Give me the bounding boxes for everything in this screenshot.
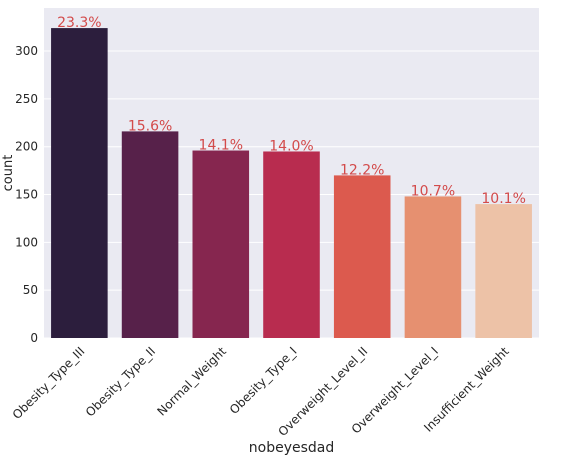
y-tick-label: 200 bbox=[15, 140, 38, 154]
x-axis-ticks: Obesity_Type_IIIObesity_Type_IINormal_We… bbox=[10, 344, 512, 439]
bar bbox=[121, 131, 179, 338]
x-tick-label: Obesity_Type_I bbox=[227, 344, 300, 417]
y-tick-label: 300 bbox=[15, 44, 38, 58]
bar-value-label: 15.6% bbox=[128, 118, 172, 134]
y-tick-label: 150 bbox=[15, 188, 38, 202]
y-tick-label: 100 bbox=[15, 235, 38, 249]
bar bbox=[333, 175, 391, 338]
bar bbox=[192, 150, 250, 338]
y-tick-label: 0 bbox=[30, 331, 38, 345]
y-tick-label: 50 bbox=[23, 283, 38, 297]
bar-value-labels: 23.3% 15.6% 14.1% 14.0% 12.2% 10.7% 10.1% bbox=[57, 15, 526, 207]
bar bbox=[404, 196, 462, 338]
bar-value-label: 23.3% bbox=[57, 15, 101, 31]
bar-value-label: 12.2% bbox=[340, 162, 384, 178]
y-axis-title: count bbox=[1, 155, 16, 192]
bar-value-label: 14.1% bbox=[199, 138, 243, 154]
bar-value-label: 10.1% bbox=[481, 191, 525, 207]
x-tick-label: Obesity_Type_II bbox=[83, 344, 158, 419]
y-tick-label: 250 bbox=[15, 92, 38, 106]
x-tick-label: Obesity_Type_III bbox=[10, 344, 88, 422]
bar-value-label: 14.0% bbox=[269, 138, 313, 154]
bar-value-label: 10.7% bbox=[411, 183, 455, 199]
y-axis-ticks: 0 50 100 150 200 250 300 bbox=[15, 44, 38, 345]
bars bbox=[51, 28, 532, 339]
bar bbox=[51, 28, 108, 339]
bar bbox=[475, 204, 532, 338]
x-axis-title: nobeyesdad bbox=[249, 440, 334, 456]
x-tick-label: Normal_Weight bbox=[154, 344, 229, 419]
bar bbox=[263, 151, 320, 338]
